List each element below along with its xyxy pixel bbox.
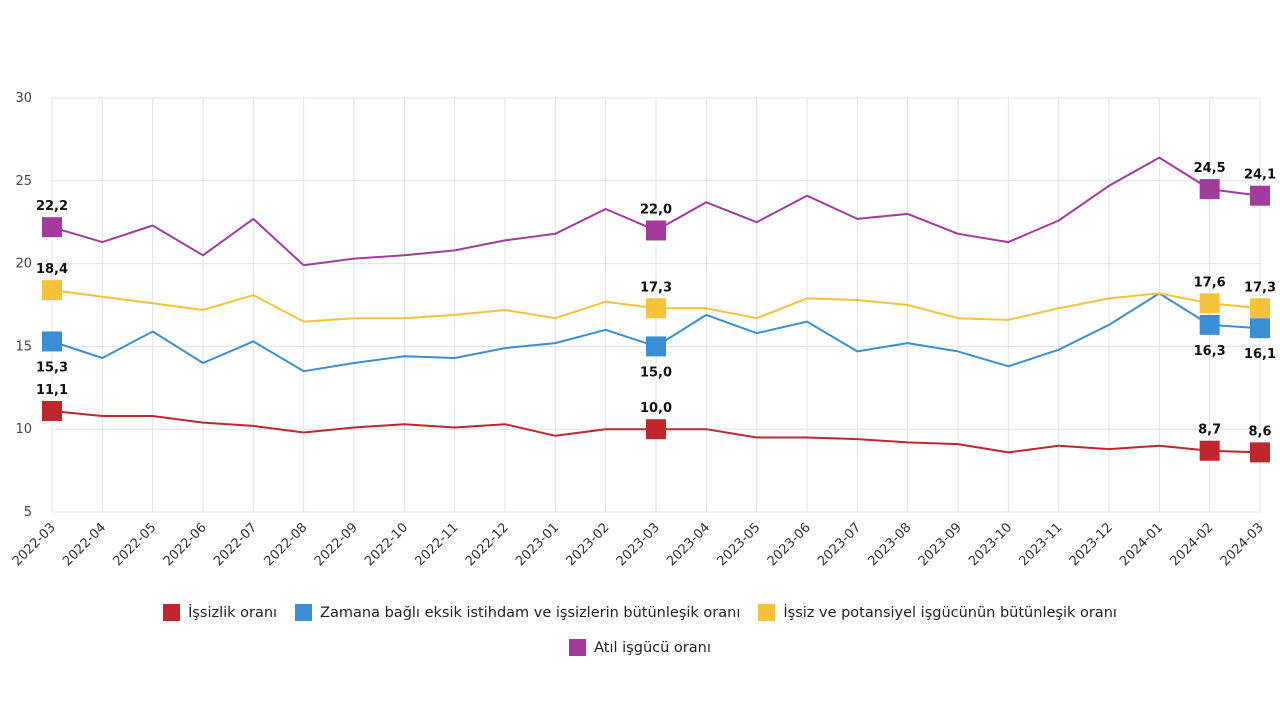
marker-issizlik-orani-2024-02 [1199,440,1220,461]
marker-issizlik-orani-2024-03 [1250,442,1270,463]
marker-issizlik-orani-2022-03 [42,400,62,421]
x-tick-label-2023-04: 2023-04 [664,520,713,569]
marker-zamana-bagli-eksik-istihdam-ve-issizlerin-butunlesik-orani-2022-03 [42,331,62,352]
legend-item-issizlik[interactable]: İşsizlik oranı [163,604,277,621]
marker-issiz-ve-potansiyel-isgucunun-butunlesik-orani-2024-03 [1250,298,1270,319]
legend-item-issiz-potansiyel[interactable]: İşsiz ve potansiyel işgücünün bütünleşik… [758,604,1117,621]
data-label-atil-isgucu-orani-2023-03: 22,0 [640,202,672,217]
x-tick-label-2023-01: 2023-01 [513,520,562,569]
x-tick-label-2023-02: 2023-02 [563,520,612,569]
x-tick-label-2022-08: 2022-08 [261,520,310,569]
data-label-atil-isgucu-orani-2024-02: 24,5 [1194,161,1226,176]
x-tick-label-2022-11: 2022-11 [412,520,461,569]
data-label-issizlik-orani-2024-02: 8,7 [1198,423,1221,438]
y-tick-label-10: 10 [15,422,32,437]
data-label-zamana-bagli-eksik-istihdam-ve-issizlerin-butunlesik-orani-2024-02: 16,3 [1194,344,1226,359]
x-tick-label-2023-07: 2023-07 [815,520,864,569]
x-tick-label-2023-11: 2023-11 [1016,520,1065,569]
marker-issizlik-orani-2023-03 [646,419,666,440]
x-tick-label-2023-03: 2023-03 [614,520,663,569]
data-label-issiz-ve-potansiyel-isgucunun-butunlesik-orani-2024-02: 17,6 [1194,275,1226,290]
x-tick-label-2024-03: 2024-03 [1218,520,1267,569]
marker-atil-isgucu-orani-2024-02 [1199,179,1220,200]
marker-atil-isgucu-orani-2022-03 [42,217,62,238]
x-tick-label-2023-05: 2023-05 [714,520,763,569]
x-tick-label-2022-07: 2022-07 [211,520,260,569]
x-tick-label-2022-04: 2022-04 [60,520,109,569]
marker-zamana-bagli-eksik-istihdam-ve-issizlerin-butunlesik-orani-2024-02 [1199,314,1220,335]
legend-label-zamana-bagli: Zamana bağlı eksik istihdam ve işsizleri… [320,604,741,621]
legend-swatch-issiz-potansiyel [758,604,776,621]
data-label-zamana-bagli-eksik-istihdam-ve-issizlerin-butunlesik-orani-2024-03: 16,1 [1244,347,1276,362]
y-axis: 5 10 15 20 25 30 [15,91,32,520]
marker-zamana-bagli-eksik-istihdam-ve-issizlerin-butunlesik-orani-2024-03 [1250,318,1270,339]
marker-atil-isgucu-orani-2024-03 [1250,185,1270,206]
x-tick-label-2023-08: 2023-08 [865,520,914,569]
legend-item-zamana-bagli[interactable]: Zamana bağlı eksik istihdam ve işsizleri… [295,604,740,621]
chart-legend: İşsizlik oranı Zamana bağlı eksik istihd… [0,604,1280,674]
x-tick-label-2022-12: 2022-12 [463,520,512,569]
legend-swatch-issizlik [163,604,181,621]
x-tick-label-2023-10: 2023-10 [966,520,1015,569]
legend-row-1: İşsizlik oranı Zamana bağlı eksik istihd… [0,604,1280,621]
legend-swatch-atil-isgucu [569,639,587,656]
x-tick-label-2022-09: 2022-09 [312,520,361,569]
x-tick-label-2022-05: 2022-05 [110,520,159,569]
x-tick-label-2022-03: 2022-03 [10,520,59,569]
marker-issiz-ve-potansiyel-isgucunun-butunlesik-orani-2022-03 [42,280,62,301]
data-label-atil-isgucu-orani-2022-03: 22,2 [36,199,68,214]
data-label-issizlik-orani-2023-03: 10,0 [640,401,672,416]
legend-row-2: Atıl işgücü oranı [0,639,1280,656]
legend-label-atil-isgucu: Atıl işgücü oranı [594,639,711,656]
y-tick-label-15: 15 [15,339,32,354]
legend-swatch-zamana-bagli [295,604,313,621]
legend-label-issiz-potansiyel: İşsiz ve potansiyel işgücünün bütünleşik… [783,604,1117,621]
data-labels: 11,1 10,0 8,7 8,6 15,3 15,0 16,3 16,1 18,4 17,3 17… [36,161,1276,439]
marker-issiz-ve-potansiyel-isgucunun-butunlesik-orani-2023-03 [646,298,666,319]
marker-zamana-bagli-eksik-istihdam-ve-issizlerin-butunlesik-orani-2023-03 [646,336,666,357]
x-tick-label-2023-12: 2023-12 [1067,520,1116,569]
x-tick-label-2024-01: 2024-01 [1117,520,1166,569]
x-tick-label-2022-10: 2022-10 [362,520,411,569]
data-label-issiz-ve-potansiyel-isgucunun-butunlesik-orani-2024-03: 17,3 [1244,280,1276,295]
x-axis: 2022-03 2022-04 2022-05 2022-06 2022-07 2022-… [10,520,1267,569]
legend-label-issizlik: İşsizlik oranı [188,604,278,621]
x-tick-label-2023-09: 2023-09 [916,520,965,569]
data-label-zamana-bagli-eksik-istihdam-ve-issizlerin-butunlesik-orani-2022-03: 15,3 [36,360,68,375]
data-label-atil-isgucu-orani-2024-03: 24,1 [1244,168,1276,183]
marker-issiz-ve-potansiyel-isgucunun-butunlesik-orani-2024-02 [1199,293,1220,314]
chart-grid [51,97,1261,513]
series-markers [42,179,1270,463]
data-label-issiz-ve-potansiyel-isgucunun-butunlesik-orani-2022-03: 18,4 [36,262,68,277]
y-tick-label-30: 30 [15,91,32,106]
x-tick-label-2024-02: 2024-02 [1167,520,1216,569]
y-tick-label-20: 20 [15,257,32,272]
data-label-issiz-ve-potansiyel-isgucunun-butunlesik-orani-2023-03: 17,3 [640,280,672,295]
x-tick-label-2022-06: 2022-06 [161,520,210,569]
y-tick-label-25: 25 [15,174,32,189]
marker-atil-isgucu-orani-2023-03 [646,220,666,241]
x-tick-label-2023-06: 2023-06 [765,520,814,569]
y-tick-label-5: 5 [24,505,32,520]
data-label-issizlik-orani-2022-03: 11,1 [36,383,68,398]
legend-item-atil-isgucu[interactable]: Atıl işgücü oranı [569,639,711,656]
data-label-zamana-bagli-eksik-istihdam-ve-issizlerin-butunlesik-orani-2023-03: 15,0 [640,365,672,380]
data-label-issizlik-orani-2024-03: 8,6 [1248,424,1271,439]
